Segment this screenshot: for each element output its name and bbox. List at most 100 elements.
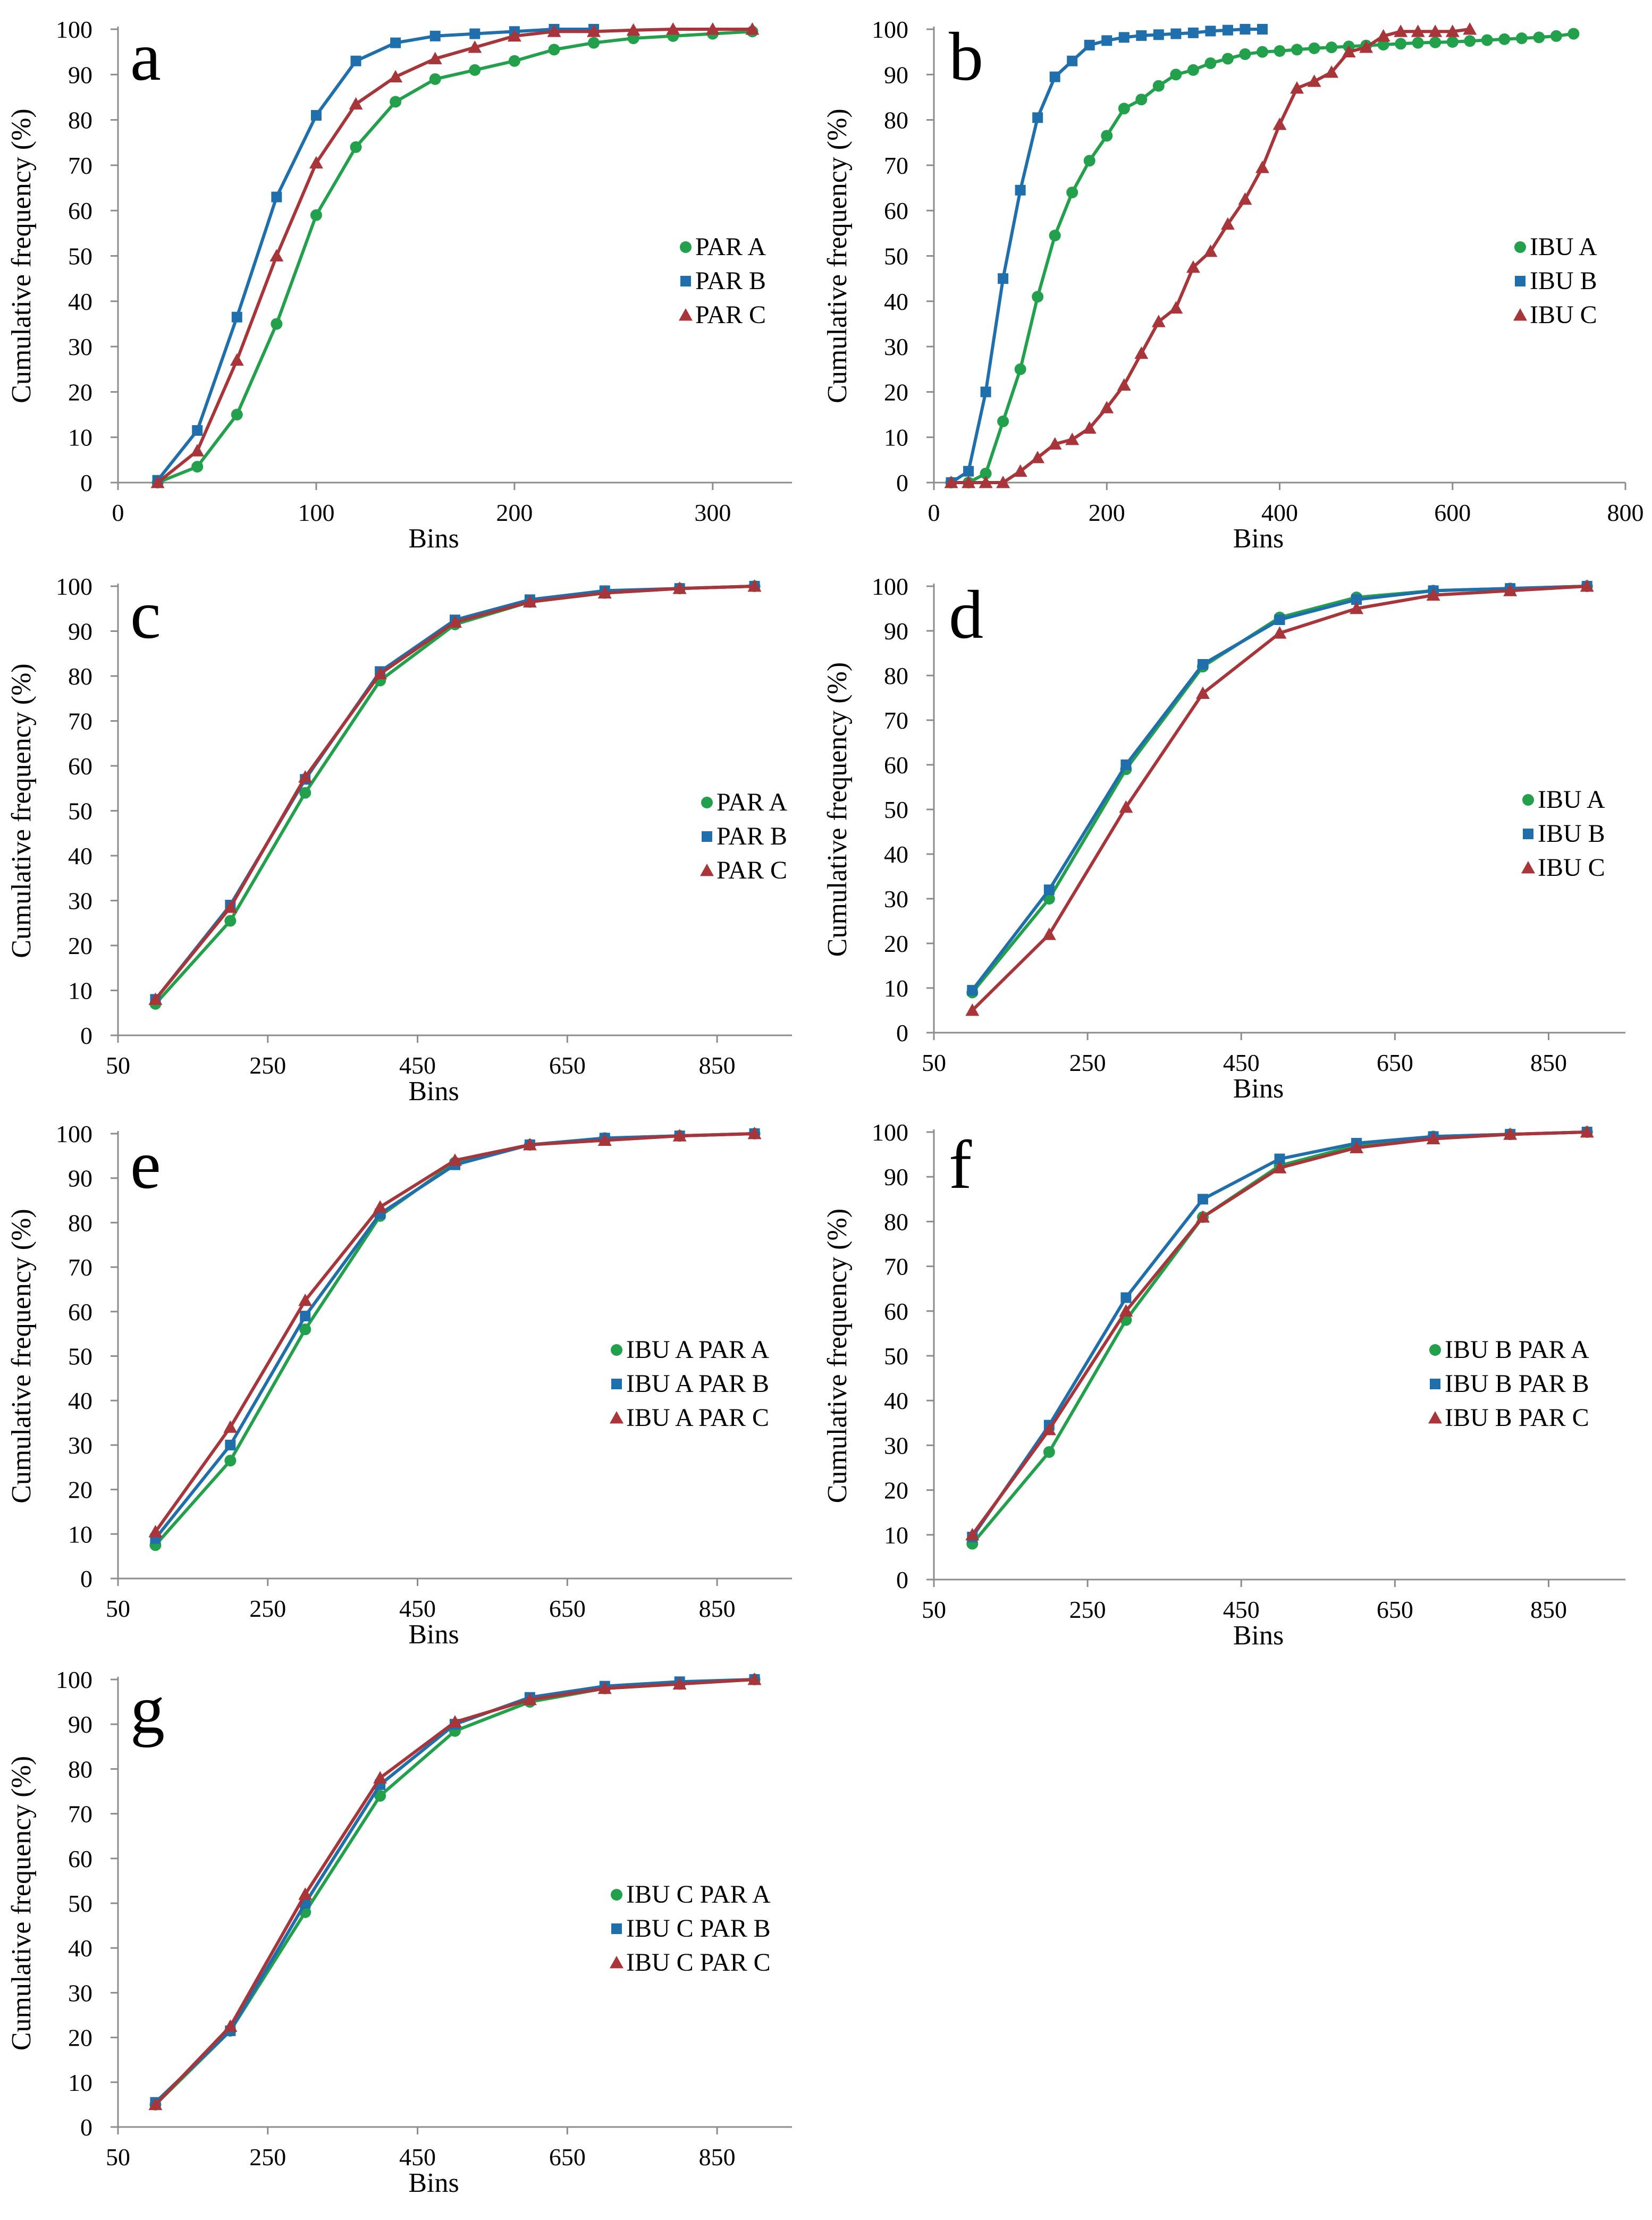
- panel-d-data-point: [1426, 588, 1440, 601]
- panel-e-data-point: [448, 1153, 462, 1166]
- panel-d-ytick-label: 20: [884, 930, 908, 957]
- panel-b-data-point: [1238, 192, 1252, 205]
- panel-a-data-point: [310, 110, 322, 121]
- panel-f-data-point: [1042, 1422, 1056, 1436]
- panel-a-data-point: [190, 444, 205, 457]
- panel-b-xtick-label: 800: [1607, 499, 1644, 526]
- panel-b-series-ibu-c: [944, 22, 1477, 488]
- panel-a-data-point: [349, 97, 363, 110]
- panel-d-legend-marker: [1522, 794, 1534, 806]
- panel-b-xtick-label: 200: [1089, 499, 1125, 526]
- panel-a-data-point: [469, 64, 481, 76]
- panel-a-y-axis-label: Cumulative frequency (%): [6, 108, 37, 403]
- panel-a-data-point: [231, 311, 242, 323]
- panel-f-data-point: [1197, 1194, 1208, 1205]
- panel-d-data-point: [1043, 884, 1055, 896]
- panel-d-ytick-label: 0: [896, 1019, 908, 1046]
- panel-b-ytick-label: 100: [872, 16, 908, 43]
- panel-f-data-point: [1043, 1446, 1055, 1458]
- panel-b-data-point: [1220, 217, 1235, 230]
- panel-c-series-par-c: [148, 579, 762, 1005]
- panel-d-data-point: [1503, 584, 1518, 596]
- panel-a-legend-label: PAR A: [695, 233, 766, 261]
- panel-b-data-point: [1411, 24, 1425, 37]
- panel-e-data-point: [672, 1129, 687, 1142]
- panel-b-data-point: [1015, 184, 1026, 196]
- panel-e-legend-entry: IBU A PAR B: [611, 1370, 769, 1398]
- panel-b-data-point: [1170, 28, 1182, 39]
- panel-f: 0 10 20 30 40 50 60 70 80 90 100 50 250 450 650 850 Bins…: [822, 1119, 1625, 1651]
- panel-b-y-axis-label: Cumulative frequency (%): [822, 108, 853, 403]
- panel-c-data-point: [373, 666, 387, 680]
- panel-b-ytick-label: 30: [884, 333, 908, 360]
- panel-c-ytick-label: 100: [56, 573, 92, 600]
- panel-c-xtick-label: 850: [699, 1052, 736, 1079]
- panel-b-data-point: [1290, 81, 1304, 94]
- panel-b-data-point: [1186, 260, 1200, 273]
- panel-a-ytick-label: 20: [68, 378, 92, 406]
- panel-b-data-point: [1429, 36, 1442, 48]
- panel-d-data-point: [965, 1003, 980, 1016]
- panel-e-data-point: [223, 1420, 238, 1433]
- panel-f-xtick-label: 850: [1530, 1596, 1567, 1623]
- panel-c-ytick-label: 30: [68, 888, 92, 915]
- panel-c-xtick-label: 250: [249, 1052, 286, 1079]
- panel-b-x-axis-label: Bins: [1233, 524, 1284, 554]
- panel-g-ytick-label: 60: [68, 1845, 92, 1872]
- panel-e-legend-entry: IBU A PAR A: [611, 1336, 769, 1364]
- panel-a-ytick-label: 0: [80, 469, 92, 496]
- panel-f-y-axis-label: Cumulative frequency (%): [822, 1209, 853, 1503]
- panel-f-legend-marker: [1430, 1379, 1440, 1389]
- panel-b-data-point: [1498, 33, 1511, 45]
- panel-g-x-axis-label: Bins: [408, 2168, 459, 2198]
- panel-c-x-axis-label: Bins: [408, 1076, 459, 1107]
- panel-a-legend-marker: [679, 308, 693, 321]
- panel-g-data-point: [672, 1677, 687, 1690]
- panel-c-data-point: [597, 586, 612, 599]
- panel-e-data-point: [224, 1455, 237, 1467]
- panel-b-data-point: [1169, 301, 1183, 314]
- panel-b-legend-label: IBU C: [1530, 301, 1597, 329]
- panel-e-ytick-label: 100: [56, 1120, 92, 1147]
- panel-b-data-point: [998, 273, 1009, 284]
- panel-e-ytick-label: 0: [80, 1565, 92, 1592]
- panel-b-data-point: [979, 476, 993, 488]
- panel-b-data-point: [1240, 24, 1251, 35]
- panel-a-ytick-label: 40: [68, 288, 92, 315]
- panel-e-xtick-label: 250: [249, 1595, 286, 1622]
- panel-g-letter: g: [130, 1672, 165, 1748]
- panel-d-data-point: [1042, 927, 1056, 940]
- panel-b-data-point: [1257, 24, 1268, 35]
- panel-b-data-point: [1049, 230, 1061, 242]
- panel-a-legend-marker: [680, 276, 691, 286]
- panel-f-xtick-label: 250: [1069, 1596, 1106, 1623]
- panel-e-legend-marker: [610, 1411, 623, 1424]
- panel-b-data-point: [1187, 64, 1199, 76]
- panel-d-series-ibu-c: [965, 579, 1594, 1016]
- panel-c-xtick-label: 450: [399, 1052, 436, 1079]
- panel-a-data-point: [666, 22, 680, 35]
- panel-e-ytick-label: 70: [68, 1254, 92, 1281]
- panel-g-xtick-label: 450: [399, 2143, 436, 2171]
- panel-b-data-point: [1446, 36, 1459, 48]
- panel-b-data-point: [1135, 94, 1148, 106]
- panel-c-legend-entry: PAR B: [702, 822, 787, 850]
- panel-b-data-point: [980, 386, 991, 398]
- panel-b-legend-entry: IBU B: [1515, 267, 1597, 295]
- panel-b-data-point: [1428, 24, 1443, 37]
- panel-b-data-point: [944, 476, 958, 488]
- panel-a-data-point: [745, 22, 760, 35]
- panel-f-data-point: [1195, 1210, 1210, 1223]
- panel-g-ytick-label: 80: [68, 1755, 92, 1783]
- panel-f-series-line: [971, 1130, 1587, 1536]
- panel-b-letter: b: [949, 19, 983, 95]
- panel-b-data-point: [1567, 28, 1580, 40]
- panel-b-ytick-label: 60: [884, 197, 908, 224]
- panel-g-legend-marker: [611, 1889, 622, 1901]
- panel-b-data-point: [997, 415, 1009, 427]
- panel-d-letter: d: [949, 577, 983, 653]
- panel-c-legend-label: PAR C: [717, 856, 787, 884]
- panel-a-series-line: [156, 28, 594, 482]
- panel-e-ytick-label: 20: [68, 1476, 92, 1504]
- panel-a-ytick-label: 100: [56, 16, 92, 43]
